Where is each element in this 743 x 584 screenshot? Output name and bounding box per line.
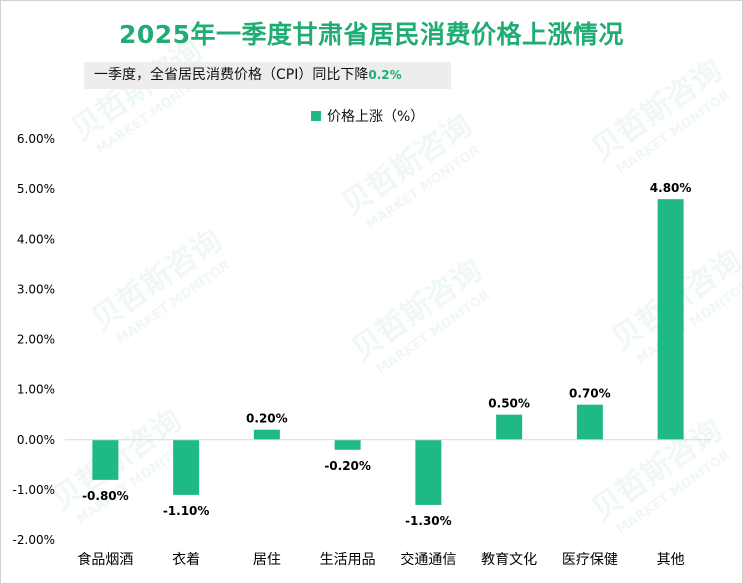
category-label-0: 食品烟酒 bbox=[77, 551, 133, 568]
chart-title: 2025年一季度甘肃省居民消费价格上涨情况 bbox=[118, 20, 625, 49]
value-labels: -0.80% -1.10% 0.20% -0.20% -1.30% 0.50% 0.70% 4… bbox=[82, 181, 691, 528]
bar-5 bbox=[496, 414, 523, 440]
value-label-3: -0.20% bbox=[324, 459, 371, 473]
x-axis: 食品烟酒 衣着 居住 生活用品 交通通信 教育文化 医疗保健 其他 bbox=[77, 551, 684, 568]
subtitle-box: 一季度，全省居民消费价格（CPI）同比下降0.2% bbox=[84, 62, 451, 89]
y-tick-label: -2.00% bbox=[13, 533, 55, 547]
subtitle-value: 0.2% bbox=[368, 68, 402, 82]
bar-series bbox=[92, 199, 684, 505]
value-label-6: 0.70% bbox=[569, 387, 611, 401]
y-tick-label: 1.00% bbox=[17, 383, 55, 397]
bar-1 bbox=[173, 439, 200, 495]
category-label-1: 衣着 bbox=[172, 552, 200, 568]
y-axis: 6.00% 5.00% 4.00% 3.00% 2.00% 1.00% 0.00% -1.00… bbox=[13, 132, 55, 547]
bar-0 bbox=[92, 439, 119, 480]
legend: 价格上涨（%） bbox=[311, 107, 424, 127]
category-label-5: 教育文化 bbox=[481, 552, 537, 568]
legend-label: 价格上涨（%） bbox=[327, 109, 425, 125]
value-label-5: 0.50% bbox=[488, 397, 530, 411]
y-tick-label: 6.00% bbox=[17, 132, 55, 146]
value-label-1: -1.10% bbox=[163, 504, 210, 518]
y-tick-label: -1.00% bbox=[13, 483, 55, 497]
category-label-4: 交通通信 bbox=[400, 551, 456, 568]
y-tick-label: 4.00% bbox=[17, 232, 55, 246]
y-tick-label: 0.00% bbox=[17, 433, 55, 447]
y-tick-label: 5.00% bbox=[17, 182, 55, 196]
value-label-0: -0.80% bbox=[82, 489, 129, 503]
category-label-2: 居住 bbox=[253, 552, 281, 568]
bar-2 bbox=[253, 429, 280, 440]
value-label-7: 4.80% bbox=[650, 181, 692, 195]
y-tick-label: 2.00% bbox=[17, 333, 55, 347]
bar-4 bbox=[415, 439, 442, 505]
value-label-2: 0.20% bbox=[246, 412, 288, 426]
value-label-4: -1.30% bbox=[405, 514, 452, 528]
bar-7 bbox=[657, 199, 684, 440]
legend-swatch bbox=[311, 111, 321, 121]
y-tick-label: 3.00% bbox=[17, 282, 55, 296]
category-label-6: 医疗保健 bbox=[562, 552, 618, 568]
bar-3 bbox=[334, 439, 361, 450]
subtitle-text: 一季度，全省居民消费价格（CPI）同比下降 bbox=[94, 67, 369, 83]
category-label-3: 生活用品 bbox=[320, 552, 376, 568]
category-label-7: 其他 bbox=[657, 552, 685, 568]
bar-6 bbox=[576, 404, 603, 440]
